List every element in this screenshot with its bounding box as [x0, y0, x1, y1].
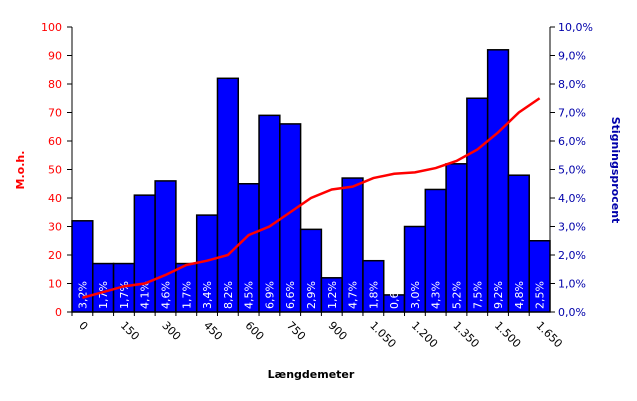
data-label: 4,6%	[160, 281, 173, 309]
x-tick-label: 750	[284, 319, 308, 343]
y2-tick-label: 5,0%	[558, 164, 586, 177]
data-label: 9,2%	[492, 281, 505, 309]
y-tick-label: 70	[48, 107, 62, 120]
data-label: 4,3%	[430, 281, 443, 309]
data-label: 3,0%	[409, 281, 422, 309]
data-label: 1,7%	[97, 281, 110, 309]
y2-tick-label: 10,0%	[558, 21, 593, 34]
y-tick-label: 10	[48, 278, 62, 291]
data-label: 7,5%	[471, 281, 484, 309]
y2-tick-label: 9,0%	[558, 50, 586, 63]
y-axis-title: M.o.h.	[14, 151, 27, 190]
x-tick-label: 150	[118, 319, 142, 343]
data-label: 0,6%	[388, 281, 401, 309]
y-tick-label: 40	[48, 192, 62, 205]
data-label: 4,5%	[243, 281, 256, 309]
data-label: 3,4%	[201, 281, 214, 309]
x-tick-label: 900	[326, 319, 350, 343]
data-label: 4,7%	[347, 281, 360, 309]
x-tick-label: 1.650	[533, 319, 564, 350]
y2-tick-label: 7,0%	[558, 107, 586, 120]
x-axis-title: Længdemeter	[268, 368, 355, 381]
y-tick-label: 30	[48, 221, 62, 234]
data-label: 6,9%	[263, 281, 276, 309]
y2-axis-title: Stigningsprocent	[609, 117, 622, 224]
data-label: 4,8%	[513, 281, 526, 309]
y-tick-label: 60	[48, 135, 62, 148]
x-tick-label: 450	[201, 319, 225, 343]
data-label: 2,9%	[305, 281, 318, 309]
y2-tick-label: 2,0%	[558, 249, 586, 262]
y2-tick-label: 8,0%	[558, 78, 586, 91]
data-label: 5,2%	[450, 281, 463, 309]
y2-tick-label: 3,0%	[558, 221, 586, 234]
x-tick-label: 1.050	[367, 319, 398, 350]
y2-tick-label: 1,0%	[558, 278, 586, 291]
data-label: 8,2%	[222, 281, 235, 309]
data-label: 6,6%	[284, 281, 297, 309]
y2-tick-label: 6,0%	[558, 135, 586, 148]
y2-tick-label: 4,0%	[558, 192, 586, 205]
y-tick-label: 50	[48, 164, 62, 177]
data-label: 1,7%	[180, 281, 193, 309]
y-tick-label: 20	[48, 249, 62, 262]
data-label: 1,2%	[326, 281, 339, 309]
data-label: 4,1%	[139, 281, 152, 309]
y-tick-label: 90	[48, 50, 62, 63]
data-label: 3,2%	[76, 281, 89, 309]
line	[82, 97, 541, 299]
bar	[486, 49, 510, 313]
x-tick-label: 1.350	[450, 319, 481, 350]
data-label: 1,8%	[367, 281, 380, 309]
x-tick-label: 1.500	[492, 319, 523, 350]
y-tick-label: 80	[48, 78, 62, 91]
data-label: 2,5%	[534, 281, 547, 309]
x-tick-label: 600	[243, 319, 267, 343]
bar	[216, 77, 240, 313]
x-tick-label: 1.200	[409, 319, 440, 350]
y-tick-label: 100	[41, 21, 62, 34]
bar	[466, 97, 489, 313]
x-tick-label: 0	[76, 319, 90, 333]
y-tick-label: 0	[55, 306, 62, 319]
y2-tick-label: 0,0%	[558, 306, 586, 319]
x-tick-label: 300	[159, 319, 183, 343]
